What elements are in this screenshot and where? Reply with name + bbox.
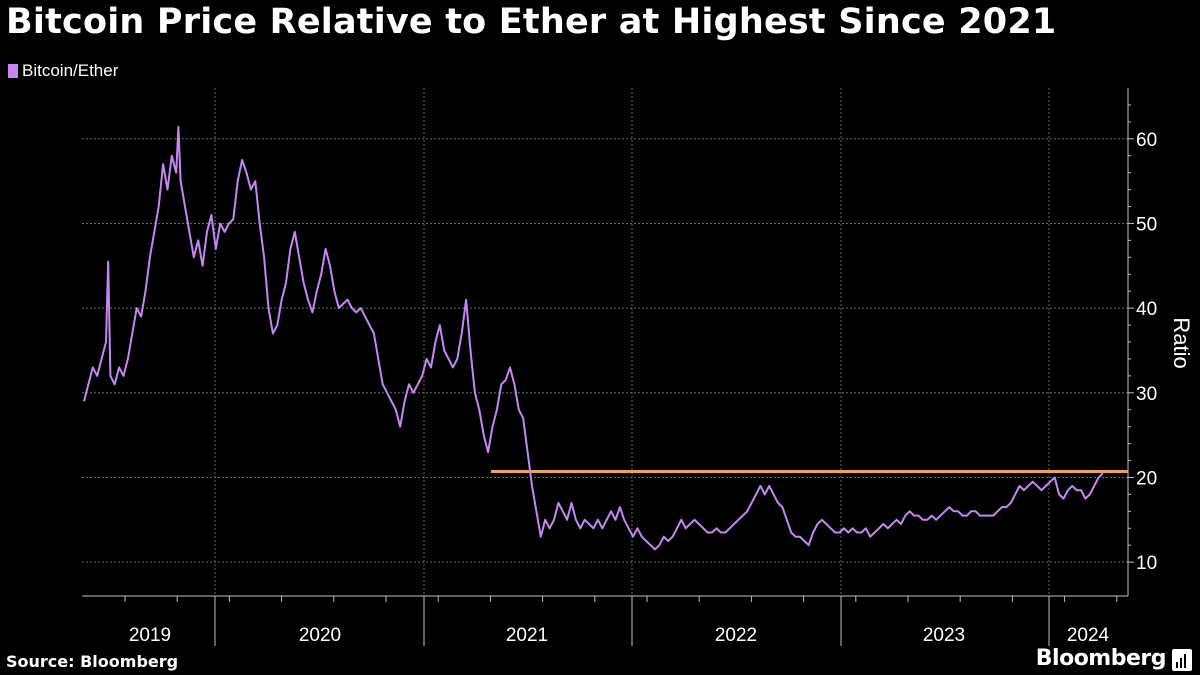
axes <box>82 88 1134 646</box>
series-group <box>83 125 1104 551</box>
y-tick-label: 10 <box>1136 553 1157 574</box>
source-note: Source: Bloomberg <box>6 652 179 671</box>
y-tick-label: 40 <box>1136 299 1157 320</box>
y-tick-label: 20 <box>1136 468 1157 489</box>
x-tick-label: 2019 <box>129 625 171 646</box>
bloomberg-chart-icon <box>1172 649 1192 671</box>
y-tick-label: 30 <box>1136 384 1157 405</box>
legend-label: Bitcoin/Ether <box>22 61 119 80</box>
x-tick-label: 2020 <box>299 625 341 646</box>
series-line-bitcoin-ether <box>83 125 1104 551</box>
gridlines <box>82 88 1128 596</box>
legend-swatch <box>8 64 18 78</box>
y-axis-title: Ratio <box>1169 317 1194 368</box>
x-tick-label: 2024 <box>1067 625 1110 646</box>
x-tick-label: 2022 <box>715 625 757 646</box>
bloomberg-logo-text: Bloomberg <box>1035 646 1167 671</box>
y-tick-label: 50 <box>1136 214 1157 235</box>
tick-labels: 10 20 30 40 50 60 2019 2020 2021 2022 2023 2024 Rati… <box>129 130 1194 646</box>
x-tick-label: 2021 <box>506 625 548 646</box>
chart-legend: Bitcoin/Ether <box>8 61 118 81</box>
chart-title: Bitcoin Price Relative to Ether at Highe… <box>6 2 1057 42</box>
x-tick-label: 2023 <box>923 625 965 646</box>
y-tick-label: 60 <box>1136 130 1157 151</box>
